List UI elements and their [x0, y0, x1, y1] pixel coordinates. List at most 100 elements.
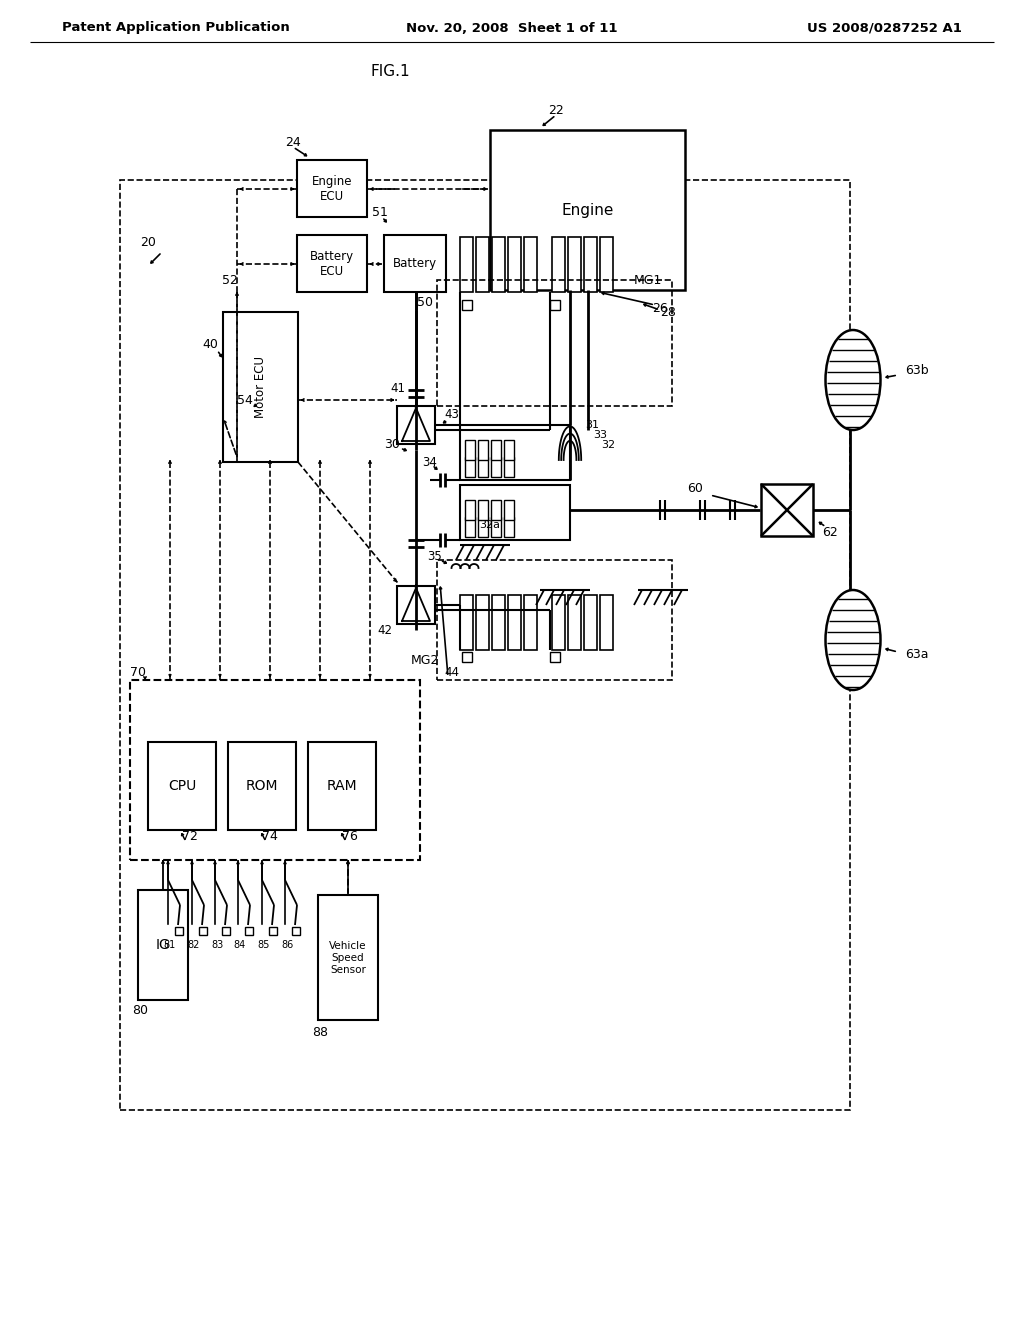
Text: 84: 84	[233, 940, 246, 950]
FancyBboxPatch shape	[600, 238, 613, 292]
Text: 54: 54	[238, 393, 253, 407]
Text: 62: 62	[822, 525, 838, 539]
Text: 35: 35	[428, 550, 442, 564]
FancyBboxPatch shape	[460, 238, 473, 292]
FancyBboxPatch shape	[462, 300, 472, 310]
Text: 72: 72	[182, 830, 198, 843]
Text: 22: 22	[548, 103, 564, 116]
FancyBboxPatch shape	[492, 238, 505, 292]
Text: 88: 88	[312, 1026, 328, 1039]
FancyBboxPatch shape	[465, 440, 475, 459]
Text: 85: 85	[258, 940, 270, 950]
FancyBboxPatch shape	[476, 238, 489, 292]
FancyBboxPatch shape	[297, 235, 367, 292]
Text: 60: 60	[687, 482, 702, 495]
FancyBboxPatch shape	[504, 500, 514, 520]
FancyBboxPatch shape	[524, 595, 537, 649]
FancyBboxPatch shape	[175, 927, 183, 935]
Text: 76: 76	[342, 830, 358, 843]
Text: 24: 24	[285, 136, 301, 149]
FancyBboxPatch shape	[397, 407, 435, 444]
FancyBboxPatch shape	[490, 500, 501, 520]
Text: 20: 20	[140, 235, 156, 248]
FancyBboxPatch shape	[297, 160, 367, 216]
Text: IG: IG	[156, 939, 170, 952]
FancyBboxPatch shape	[460, 484, 570, 540]
Text: 26: 26	[652, 301, 668, 314]
FancyBboxPatch shape	[269, 927, 278, 935]
FancyBboxPatch shape	[462, 652, 472, 663]
FancyBboxPatch shape	[550, 652, 560, 663]
Text: Patent Application Publication: Patent Application Publication	[62, 21, 290, 34]
FancyBboxPatch shape	[761, 484, 813, 536]
FancyBboxPatch shape	[199, 927, 207, 935]
Text: 32a: 32a	[479, 520, 501, 531]
Text: 51: 51	[372, 206, 388, 219]
Text: 50: 50	[417, 296, 433, 309]
Text: 41: 41	[390, 381, 406, 395]
FancyBboxPatch shape	[478, 500, 488, 520]
Text: MG2: MG2	[411, 653, 439, 667]
Text: RAM: RAM	[327, 779, 357, 793]
Text: Engine: Engine	[562, 202, 614, 218]
Text: 30: 30	[384, 438, 400, 451]
FancyBboxPatch shape	[465, 500, 475, 520]
Text: ROM: ROM	[246, 779, 279, 793]
FancyBboxPatch shape	[504, 517, 514, 537]
Ellipse shape	[825, 330, 881, 430]
Text: 34: 34	[423, 455, 437, 469]
FancyBboxPatch shape	[478, 457, 488, 477]
Text: 74: 74	[262, 830, 278, 843]
FancyBboxPatch shape	[490, 440, 501, 459]
FancyBboxPatch shape	[308, 742, 376, 830]
FancyBboxPatch shape	[245, 927, 253, 935]
Text: Nov. 20, 2008  Sheet 1 of 11: Nov. 20, 2008 Sheet 1 of 11	[407, 21, 617, 34]
Text: 32: 32	[601, 440, 615, 450]
FancyBboxPatch shape	[584, 595, 597, 649]
FancyBboxPatch shape	[228, 742, 296, 830]
FancyBboxPatch shape	[138, 890, 188, 1001]
FancyBboxPatch shape	[460, 425, 570, 480]
Text: 86: 86	[281, 940, 293, 950]
FancyBboxPatch shape	[508, 238, 521, 292]
FancyBboxPatch shape	[384, 235, 446, 292]
FancyBboxPatch shape	[292, 927, 300, 935]
Text: 82: 82	[187, 940, 200, 950]
FancyBboxPatch shape	[568, 238, 581, 292]
Text: Battery
ECU: Battery ECU	[310, 249, 354, 279]
FancyBboxPatch shape	[552, 238, 565, 292]
Text: 63a: 63a	[905, 648, 929, 661]
FancyBboxPatch shape	[465, 517, 475, 537]
Text: Battery: Battery	[393, 257, 437, 271]
Text: 28: 28	[660, 305, 676, 318]
Text: 42: 42	[378, 623, 392, 636]
FancyBboxPatch shape	[490, 129, 685, 290]
Text: 83: 83	[211, 940, 223, 950]
Text: 81: 81	[164, 940, 176, 950]
Text: Motor ECU: Motor ECU	[254, 356, 266, 418]
Text: 70: 70	[130, 665, 146, 678]
FancyBboxPatch shape	[524, 238, 537, 292]
Text: Vehicle
Speed
Sensor: Vehicle Speed Sensor	[330, 941, 367, 974]
FancyBboxPatch shape	[465, 457, 475, 477]
FancyBboxPatch shape	[552, 595, 565, 649]
FancyBboxPatch shape	[476, 595, 489, 649]
Ellipse shape	[825, 590, 881, 690]
FancyBboxPatch shape	[223, 312, 298, 462]
FancyBboxPatch shape	[504, 440, 514, 459]
FancyBboxPatch shape	[318, 895, 378, 1020]
FancyBboxPatch shape	[508, 595, 521, 649]
FancyBboxPatch shape	[490, 517, 501, 537]
FancyBboxPatch shape	[490, 457, 501, 477]
Text: 52: 52	[222, 273, 238, 286]
FancyBboxPatch shape	[584, 238, 597, 292]
FancyBboxPatch shape	[478, 517, 488, 537]
Text: 33: 33	[593, 430, 607, 440]
FancyBboxPatch shape	[600, 595, 613, 649]
FancyBboxPatch shape	[478, 440, 488, 459]
Text: 40: 40	[202, 338, 218, 351]
Text: 43: 43	[444, 408, 460, 421]
FancyBboxPatch shape	[397, 586, 435, 624]
Text: 31: 31	[585, 420, 599, 430]
FancyBboxPatch shape	[148, 742, 216, 830]
